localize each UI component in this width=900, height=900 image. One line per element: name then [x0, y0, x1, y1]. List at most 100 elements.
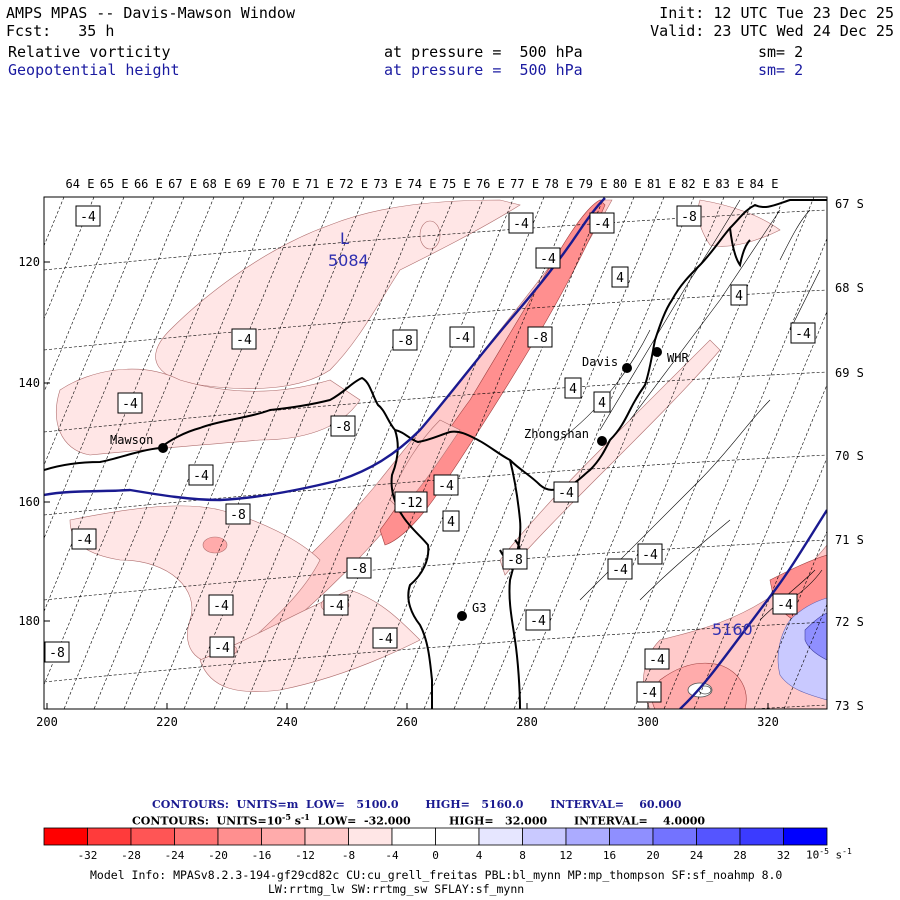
vorticity-label: -4 [208, 594, 234, 616]
colorbar-label: 8 [519, 849, 526, 862]
vorticity-label: -4 [449, 326, 475, 348]
top-tick-label: 76 E [476, 177, 505, 191]
station-label-davis: Davis [582, 355, 618, 369]
svg-text:-4: -4 [213, 599, 229, 614]
parallel-line [747, 704, 827, 709]
field2-pressure: at pressure = 500 hPa [384, 61, 583, 79]
vorticity-label: -8 [527, 326, 553, 348]
vorticity-shading [56, 199, 827, 709]
vorticity-label: -8 [392, 329, 418, 351]
meridian-line [63, 197, 275, 709]
colorbar-swatch [652, 827, 697, 846]
height-contour-5100 [44, 197, 606, 502]
station-dot-davis [622, 363, 632, 373]
meridian-line [93, 197, 305, 709]
svg-text:4: 4 [447, 515, 455, 530]
meridian-line [44, 197, 215, 613]
line2-units: CONTOURS: UNITS=10 [132, 814, 283, 828]
svg-text:-8: -8 [49, 646, 65, 661]
vorticity-label: -4 [607, 558, 633, 580]
vorticity-label: -4 [535, 247, 561, 269]
top-tick-label: 80 E [613, 177, 642, 191]
line2-interval: INTERVAL= 4.0000 [573, 814, 706, 828]
svg-text:-8: -8 [507, 553, 523, 568]
meridian-line [0, 197, 4, 709]
meridian-line [0, 197, 34, 709]
colorbar-label: 0 [432, 849, 439, 862]
vorticity-label: -4 [589, 212, 615, 234]
vorticity-label: -4 [71, 528, 97, 550]
svg-text:-4: -4 [377, 632, 393, 647]
svg-text:-8: -8 [532, 331, 548, 346]
svg-text:-4: -4 [540, 252, 556, 267]
parallel-line [44, 289, 827, 351]
map-frame [43, 196, 828, 710]
low-letter: L [340, 229, 349, 248]
vorticity-label: 4 [593, 391, 611, 413]
svg-text:-4: -4 [594, 217, 610, 232]
top-tick-label: 69 E [237, 177, 266, 191]
colorbar-swatch [522, 827, 567, 846]
station-label-zhongshan: Zhongshan [524, 427, 589, 441]
line1-high: HIGH= 5160.0 [425, 798, 524, 811]
svg-text:-4: -4 [454, 331, 470, 346]
coastline-east [508, 459, 522, 709]
vorticity-label: -8 [225, 503, 251, 525]
top-tick-label: 65 E [100, 177, 129, 191]
svg-text:-4: -4 [122, 397, 138, 412]
colorbar-swatch [696, 827, 741, 846]
meridian-line [303, 197, 515, 709]
top-tick-label: 68 E [202, 177, 231, 191]
left-axis: 120 140 160 180 [18, 255, 50, 628]
meridian-line [693, 383, 827, 709]
right-axis: 67 S 68 S 69 S 70 S 71 S 72 S 73 S [835, 197, 864, 713]
meridian-line [783, 603, 827, 709]
field1-name: Relative vorticity [8, 43, 171, 61]
top-tick-label: 77 E [510, 177, 539, 191]
coastline-ne [729, 227, 751, 268]
svg-text:-4: -4 [513, 217, 529, 232]
right-tick-label: 72 S [835, 615, 864, 629]
meridian-line [483, 197, 695, 709]
vorticity-label: -4 [636, 681, 662, 703]
meridian-line [123, 197, 335, 709]
svg-text:-4: -4 [642, 548, 658, 563]
shade-negative-west [56, 368, 361, 456]
meridian-line [543, 197, 755, 709]
vorticity-label: -4 [790, 322, 816, 344]
field1-pressure: at pressure = 500 hPa [384, 43, 583, 61]
shade-east-band [499, 339, 721, 576]
vorticity-label: -8 [346, 557, 372, 579]
colorbar-label: -20 [208, 849, 228, 862]
meridian-line [44, 197, 125, 393]
pos-contour-5 [779, 209, 811, 261]
coastline-amery [390, 429, 433, 709]
vorticity-labels: -4 -4 -4 -8 -4 -8 -4 -8 -4 -4 -4 -8 -4 -8 -4 4 4 4 4 -4 -4 -8… [44, 205, 816, 703]
svg-text:-4: -4 [558, 486, 574, 501]
line2-s: s [290, 814, 301, 828]
bottom-tick-label: 320 [757, 715, 779, 729]
vorticity-label: -4 [637, 543, 663, 565]
bottom-tick-label: 260 [396, 715, 418, 729]
svg-text:-4: -4 [193, 469, 209, 484]
svg-text:-8: -8 [681, 210, 697, 225]
vorticity-label: -4 [772, 593, 798, 615]
contour-info-line1: CONTOURS: UNITS=m LOW= 5100.0 HIGH= 5160… [152, 798, 681, 811]
svg-text:4: 4 [569, 382, 577, 397]
vorticity-label: -12 [394, 491, 428, 513]
station-dot-mawson [158, 443, 168, 453]
fcst-label: Fcst: [6, 22, 52, 40]
station-label-mawson: Mawson [110, 433, 153, 447]
vorticity-label: -4 [117, 392, 143, 414]
shade-south-band [199, 589, 421, 692]
pos-contour-1 [629, 209, 781, 421]
colorbar-swatch [348, 827, 393, 846]
svg-text:-4: -4 [76, 533, 92, 548]
colorbar-unit: 10-5 s-1 [806, 843, 852, 865]
vorticity-label: -4 [433, 474, 459, 496]
low-value: 5084 [328, 251, 369, 270]
colorbar-swatch [87, 827, 132, 846]
colorbar-swatch [609, 827, 654, 846]
meridian-line [153, 197, 365, 709]
vorticity-label: -4 [525, 609, 551, 631]
